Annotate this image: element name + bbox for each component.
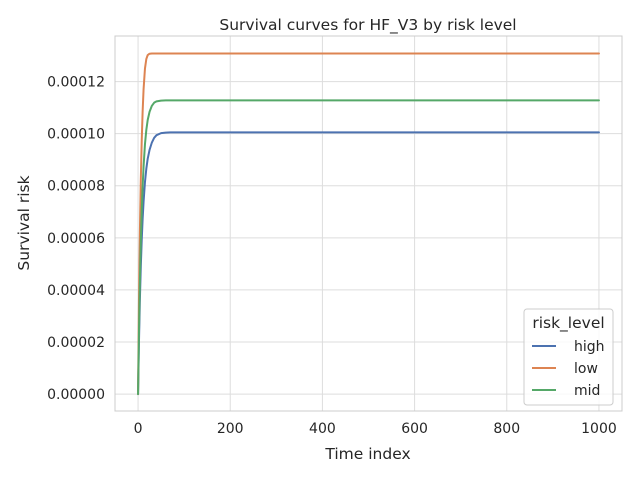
y-axis-label: Survival risk xyxy=(15,175,33,270)
tick-labels: 0 200 400 600 800 1000 0.00000 0.00002 0.00004 0.… xyxy=(47,75,617,437)
legend: risk_level high low mid xyxy=(523,308,614,406)
series-line-low xyxy=(137,52,600,396)
legend-box xyxy=(523,308,614,406)
y-tick-label: 0.00012 xyxy=(47,75,105,91)
legend-entries: high low mid xyxy=(532,339,605,399)
chart-title: Survival curves for HF_V3 by risk level xyxy=(219,16,516,35)
y-tick-label: 0.00010 xyxy=(47,127,105,143)
x-axis-label: Time index xyxy=(324,445,410,463)
x-tick-label: 200 xyxy=(217,421,244,437)
plot-frame xyxy=(114,35,623,412)
grid-lines xyxy=(115,36,622,411)
x-tick-label: 0 xyxy=(134,421,143,437)
x-tick-label: 1000 xyxy=(581,421,617,437)
x-tick-label: 800 xyxy=(493,421,520,437)
legend-label-low: low xyxy=(574,361,598,377)
x-tick-label: 600 xyxy=(401,421,428,437)
x-tick-label: 400 xyxy=(309,421,336,437)
y-tick-label: 0.00000 xyxy=(47,387,105,403)
y-tick-label: 0.00008 xyxy=(47,179,105,195)
legend-label-high: high xyxy=(574,339,605,355)
legend-title: risk_level xyxy=(532,314,604,333)
series-lines xyxy=(137,52,600,396)
y-tick-label: 0.00002 xyxy=(47,335,105,351)
y-tick-label: 0.00006 xyxy=(47,231,105,247)
series-line-mid xyxy=(137,99,600,396)
y-tick-label: 0.00004 xyxy=(47,283,105,299)
legend-label-mid: mid xyxy=(574,383,600,399)
series-line-high xyxy=(137,131,600,396)
